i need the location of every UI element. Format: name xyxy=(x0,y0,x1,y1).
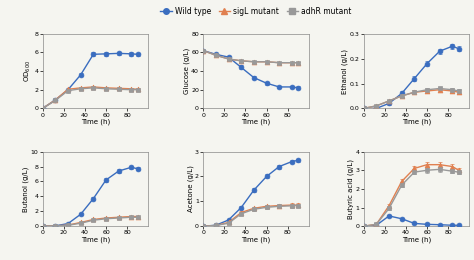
Y-axis label: Butyric acid (g/L): Butyric acid (g/L) xyxy=(347,159,354,219)
X-axis label: Time (h): Time (h) xyxy=(81,237,110,243)
Y-axis label: Ethanol (g/L): Ethanol (g/L) xyxy=(342,49,348,94)
X-axis label: Time (h): Time (h) xyxy=(241,237,271,243)
X-axis label: Time (h): Time (h) xyxy=(241,119,271,125)
X-axis label: Time (h): Time (h) xyxy=(81,119,110,125)
X-axis label: Time (h): Time (h) xyxy=(402,119,431,125)
Y-axis label: Acetone (g/L): Acetone (g/L) xyxy=(187,165,193,212)
Y-axis label: Butanol (g/L): Butanol (g/L) xyxy=(23,166,29,212)
Y-axis label: OD$_{600}$: OD$_{600}$ xyxy=(23,60,33,82)
X-axis label: Time (h): Time (h) xyxy=(402,237,431,243)
Legend: Wild type, sigL mutant, adhR mutant: Wild type, sigL mutant, adhR mutant xyxy=(157,4,355,19)
Y-axis label: Glucose (g/L): Glucose (g/L) xyxy=(183,48,190,94)
